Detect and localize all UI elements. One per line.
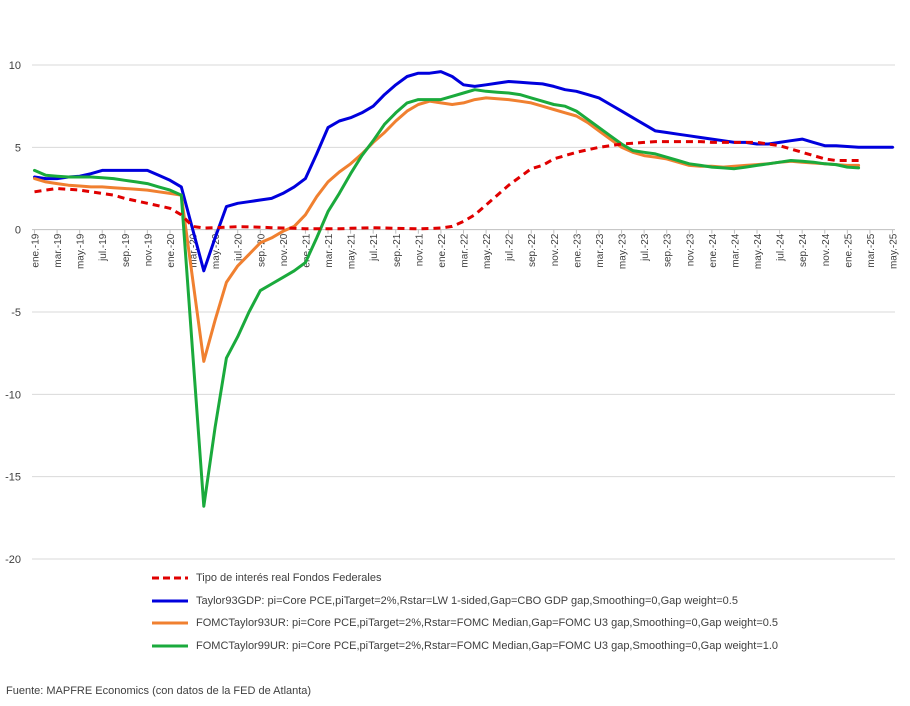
x-tick-label: sep.-22 (527, 233, 538, 267)
x-tick-label: may.-20 (211, 233, 222, 269)
legend-label: Taylor93GDP: pi=Core PCE,piTarget=2%,Rst… (196, 594, 738, 607)
x-tick-label: jul.-19 (98, 233, 109, 262)
x-tick-label: may.-24 (753, 233, 764, 269)
x-tick-label: may.-25 (889, 233, 900, 269)
x-tick-label: may.-23 (618, 233, 629, 269)
y-tick-label: -15 (5, 472, 21, 484)
x-tick-label: nov.-23 (685, 233, 696, 266)
x-tick-label: ene.-23 (572, 233, 583, 267)
y-axis-ticks: 10 5 0 -5 -10 -15 -20 (5, 60, 21, 566)
x-tick-label: sep.-24 (798, 233, 809, 267)
x-tick-label: nov.-20 (279, 233, 290, 266)
x-tick-label: nov.-21 (414, 233, 425, 266)
y-tick-label: 5 (15, 142, 21, 154)
x-tick-label: mar.-20 (189, 233, 200, 267)
x-tick-label: mar.-22 (460, 233, 471, 267)
legend-label: FOMCTaylor99UR: pi=Core PCE,piTarget=2%,… (196, 639, 779, 652)
x-tick-label: jul.-21 (369, 233, 380, 262)
series-lines (33, 70, 894, 508)
x-tick-label: jul.-23 (640, 233, 651, 262)
x-tick-label: jul.-24 (776, 233, 787, 262)
legend-swatch-fed-funds (152, 576, 188, 580)
series-line-3 (33, 88, 861, 508)
legend-swatch-fomctaylor99ur (152, 644, 188, 648)
x-tick-label: mar.-24 (730, 233, 741, 267)
legend-label: Tipo de interés real Fondos Federales (196, 572, 382, 585)
x-tick-label: ene.-19 (31, 233, 42, 267)
y-tick-label: -5 (11, 307, 21, 319)
legend-entry: Tipo de interés real Fondos Federales (152, 567, 852, 590)
y-tick-label: -20 (5, 554, 21, 566)
legend-entry: FOMCTaylor93UR: pi=Core PCE,piTarget=2%,… (152, 612, 852, 635)
x-tick-label: ene.-20 (166, 233, 177, 267)
x-tick-label: ene.-25 (843, 233, 854, 267)
series-line-0 (34, 140, 859, 231)
source-note: Fuente: MAPFRE Economics (con datos de l… (6, 685, 312, 697)
y-tick-label: 0 (15, 225, 21, 237)
legend-label: FOMCTaylor93UR: pi=Core PCE,piTarget=2%,… (196, 617, 779, 630)
x-tick-label: sep.-19 (121, 233, 132, 267)
x-tick-label: nov.-22 (550, 233, 561, 266)
x-tick-label: jul.-22 (505, 233, 516, 262)
x-tick-label: jul.-20 (234, 233, 245, 262)
legend-swatch-taylor93gdp (152, 599, 188, 603)
gridlines (32, 64, 895, 560)
y-tick-label: 10 (9, 60, 21, 72)
legend-entry: FOMCTaylor99UR: pi=Core PCE,piTarget=2%,… (152, 635, 852, 658)
x-tick-label: may.-22 (482, 233, 493, 269)
legend-swatch-fomctaylor93ur (152, 621, 188, 625)
x-tick-label: mar.-21 (324, 233, 335, 267)
x-tick-label: nov.-24 (821, 233, 832, 266)
x-tick-label: mar.-19 (53, 233, 64, 267)
x-tick-label: may.-19 (76, 233, 87, 269)
y-tick-label: -10 (5, 389, 21, 401)
x-tick-label: may.-21 (347, 233, 358, 269)
legend: Tipo de interés real Fondos Federales Ta… (152, 567, 852, 657)
x-tick-label: sep.-20 (256, 233, 267, 267)
legend-entry: Taylor93GDP: pi=Core PCE,piTarget=2%,Rst… (152, 590, 852, 613)
x-tick-label: mar.-23 (595, 233, 606, 267)
x-tick-label: sep.-21 (392, 233, 403, 267)
x-tick-label: ene.-22 (437, 233, 448, 267)
x-tick-label: ene.-24 (708, 233, 719, 267)
x-tick-label: sep.-23 (663, 233, 674, 267)
x-axis-ticks: ene.-19 mar.-19 may.-19 jul.-19 sep.-19 nov.-… (31, 229, 900, 269)
x-tick-label: mar.-25 (866, 233, 877, 267)
x-tick-label: ene.-21 (301, 233, 312, 267)
x-tick-label: nov.-19 (143, 233, 154, 266)
